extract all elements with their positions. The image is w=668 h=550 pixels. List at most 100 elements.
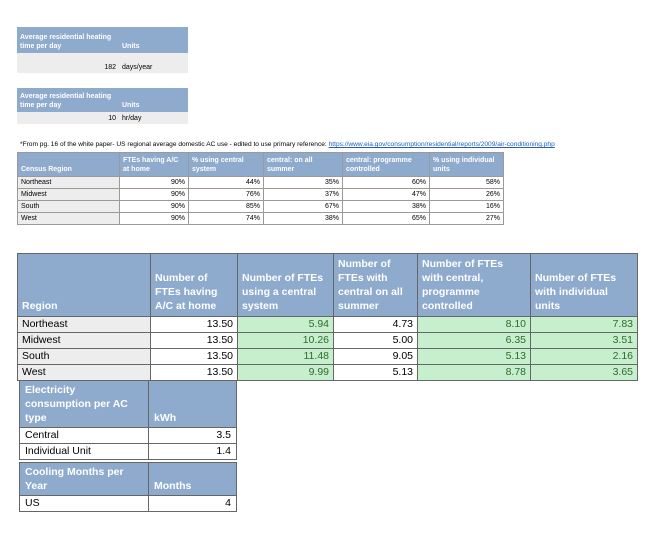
heating-days-table: Average residential heating time per day… bbox=[17, 27, 188, 73]
census-cell[interactable]: 74% bbox=[188, 212, 264, 225]
census-cell[interactable]: 90% bbox=[119, 188, 189, 201]
census-col-ac: FTEs having A/C at home bbox=[119, 152, 189, 177]
table-row: Individual Unit 1.4 bbox=[19, 443, 237, 460]
census-cell[interactable]: 27% bbox=[429, 212, 504, 225]
fte-cell[interactable]: 8.10 bbox=[417, 316, 531, 333]
table-row: Central 3.5 bbox=[19, 427, 237, 444]
electricity-value-cell[interactable]: 3.5 bbox=[148, 427, 237, 444]
electricity-col-type: Electricity consumption per AC type bbox=[19, 380, 149, 428]
fte-cell[interactable]: 2.16 bbox=[530, 348, 638, 365]
table-row: Midwest 90% 76% 37% 47% 26% bbox=[17, 188, 504, 201]
census-cell[interactable]: 90% bbox=[119, 200, 189, 213]
fte-col-individual: Number of FTEs with individual units bbox=[530, 253, 638, 317]
census-col-individual: % using individual units bbox=[429, 152, 504, 177]
fte-cell[interactable]: 3.51 bbox=[530, 332, 638, 349]
fte-cell[interactable]: 13.50 bbox=[150, 316, 238, 333]
census-cell[interactable]: 58% bbox=[429, 176, 504, 189]
fte-cell[interactable]: 4.73 bbox=[333, 316, 418, 333]
census-col-programme: central: programme controlled bbox=[342, 152, 430, 177]
fte-col-all-summer: Number of FTEs with central on all summe… bbox=[333, 253, 418, 317]
table-row: US 4 bbox=[19, 495, 237, 512]
fte-cell[interactable]: 9.99 bbox=[237, 364, 334, 381]
fte-table: Region Number of FTEs having A/C at home… bbox=[17, 253, 638, 381]
table-row: South 13.50 11.48 9.05 5.13 2.16 bbox=[17, 348, 638, 365]
heating-days-unit: days/year bbox=[119, 53, 188, 73]
census-cell[interactable]: 38% bbox=[342, 200, 430, 213]
census-col-central: % using central system bbox=[188, 152, 264, 177]
fte-cell[interactable]: 13.50 bbox=[150, 332, 238, 349]
heating-hours-value[interactable]: 10 bbox=[17, 112, 119, 124]
census-cell[interactable]: 76% bbox=[188, 188, 264, 201]
census-cell[interactable]: 44% bbox=[188, 176, 264, 189]
fte-cell[interactable]: 7.83 bbox=[530, 316, 638, 333]
fte-cell[interactable]: 13.50 bbox=[150, 364, 238, 381]
electricity-col-kwh: kWh bbox=[148, 380, 237, 428]
census-cell[interactable]: 35% bbox=[263, 176, 343, 189]
census-region-cell: West bbox=[17, 212, 120, 225]
cooling-value-cell[interactable]: 4 bbox=[148, 495, 237, 512]
cooling-months-table: Cooling Months per Year Months US 4 bbox=[19, 462, 237, 512]
table-row: South 90% 85% 67% 38% 16% bbox=[17, 200, 504, 213]
census-cell[interactable]: 60% bbox=[342, 176, 430, 189]
heating-days-header-label: Average residential heating time per day bbox=[17, 27, 119, 53]
fte-cell[interactable]: 5.13 bbox=[417, 348, 531, 365]
census-cell[interactable]: 67% bbox=[263, 200, 343, 213]
census-cell[interactable]: 47% bbox=[342, 188, 430, 201]
electricity-label-cell: Individual Unit bbox=[19, 443, 149, 460]
fte-cell[interactable]: 10.26 bbox=[237, 332, 334, 349]
census-cell[interactable]: 16% bbox=[429, 200, 504, 213]
census-cell[interactable]: 65% bbox=[342, 212, 430, 225]
heating-days-value[interactable]: 182 bbox=[17, 53, 119, 73]
fte-cell[interactable]: 9.05 bbox=[333, 348, 418, 365]
fte-col-programme: Number of FTEs with central, programme c… bbox=[417, 253, 531, 317]
source-note-text: *From pg. 16 of the white paper- US regi… bbox=[20, 141, 329, 148]
census-header-row: Census Region FTEs having A/C at home % … bbox=[17, 152, 504, 177]
census-cell[interactable]: 90% bbox=[119, 212, 189, 225]
census-region-table: Census Region FTEs having A/C at home % … bbox=[17, 152, 504, 225]
table-row: Northeast 90% 44% 35% 60% 58% bbox=[17, 176, 504, 189]
fte-cell[interactable]: 5.94 bbox=[237, 316, 334, 333]
heating-days-units-header: Units bbox=[119, 27, 188, 53]
fte-col-region: Region bbox=[17, 253, 151, 317]
heating-hours-header-label: Average residential heating time per day bbox=[17, 88, 119, 112]
fte-region-cell: South bbox=[17, 348, 151, 365]
heating-hours-units-header: Units bbox=[119, 88, 188, 112]
electricity-table: Electricity consumption per AC type kWh … bbox=[19, 380, 237, 460]
census-col-all-summer: central: on all summer bbox=[263, 152, 343, 177]
fte-region-cell: West bbox=[17, 364, 151, 381]
electricity-value-cell[interactable]: 1.4 bbox=[148, 443, 237, 460]
table-row: Northeast 13.50 5.94 4.73 8.10 7.83 bbox=[17, 316, 638, 333]
fte-cell[interactable]: 3.65 bbox=[530, 364, 638, 381]
fte-cell[interactable]: 11.48 bbox=[237, 348, 334, 365]
heating-hours-unit: hr/day bbox=[119, 112, 188, 124]
fte-cell[interactable]: 13.50 bbox=[150, 348, 238, 365]
fte-cell[interactable]: 5.00 bbox=[333, 332, 418, 349]
fte-region-cell: Midwest bbox=[17, 332, 151, 349]
source-link[interactable]: https://www.eia.gov/consumption/resident… bbox=[328, 141, 555, 148]
heating-hours-table: Average residential heating time per day… bbox=[17, 88, 188, 124]
electricity-header-row: Electricity consumption per AC type kWh bbox=[19, 380, 237, 428]
fte-cell[interactable]: 5.13 bbox=[333, 364, 418, 381]
census-col-region: Census Region bbox=[17, 152, 120, 177]
cooling-col-months: Months bbox=[148, 462, 237, 496]
census-region-cell: South bbox=[17, 200, 120, 213]
cooling-col-label: Cooling Months per Year bbox=[19, 462, 149, 496]
census-cell[interactable]: 90% bbox=[119, 176, 189, 189]
census-cell[interactable]: 38% bbox=[263, 212, 343, 225]
census-cell[interactable]: 37% bbox=[263, 188, 343, 201]
fte-col-central: Number of FTEs using a central system bbox=[237, 253, 334, 317]
census-region-cell: Northeast bbox=[17, 176, 120, 189]
table-row: Midwest 13.50 10.26 5.00 6.35 3.51 bbox=[17, 332, 638, 349]
electricity-label-cell: Central bbox=[19, 427, 149, 444]
fte-col-ac: Number of FTEs having A/C at home bbox=[150, 253, 238, 317]
fte-header-row: Region Number of FTEs having A/C at home… bbox=[17, 253, 638, 317]
fte-region-cell: Northeast bbox=[17, 316, 151, 333]
fte-cell[interactable]: 8.78 bbox=[417, 364, 531, 381]
cooling-label-cell: US bbox=[19, 495, 149, 512]
source-note: *From pg. 16 of the white paper- US regi… bbox=[20, 141, 555, 148]
table-row: West 13.50 9.99 5.13 8.78 3.65 bbox=[17, 364, 638, 381]
census-region-cell: Midwest bbox=[17, 188, 120, 201]
census-cell[interactable]: 85% bbox=[188, 200, 264, 213]
census-cell[interactable]: 26% bbox=[429, 188, 504, 201]
fte-cell[interactable]: 6.35 bbox=[417, 332, 531, 349]
